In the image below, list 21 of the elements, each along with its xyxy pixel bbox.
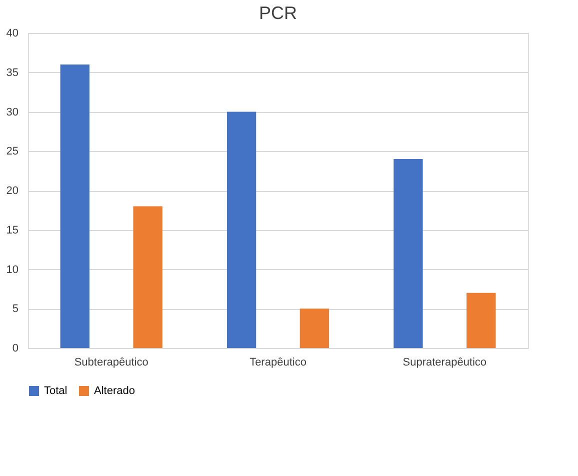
y-tick-label: 30 [6,106,18,118]
y-tick-label: 25 [6,146,18,158]
bar [466,292,496,348]
y-tick-label: 5 [12,303,18,316]
y-tick-label: 0 [12,342,18,354]
y-tick-label: 15 [6,224,18,236]
y-tick-label: 10 [6,264,18,276]
legend-label: Alterado [94,385,135,397]
x-tick-label: Terapêutico [250,356,306,368]
x-tick-label: Supraterapêutico [402,356,487,368]
bar [60,64,90,348]
y-tick-label: 35 [6,66,18,79]
bar [133,206,162,348]
bar [226,112,256,348]
y-tick-label: 40 [6,28,18,40]
chart-title: PCR [258,3,298,23]
x-tick-label: Subterapêutico [74,356,148,368]
bar [394,159,423,348]
legend-label: Total [44,385,68,397]
y-tick-label: 20 [6,185,18,197]
bar [300,308,330,348]
